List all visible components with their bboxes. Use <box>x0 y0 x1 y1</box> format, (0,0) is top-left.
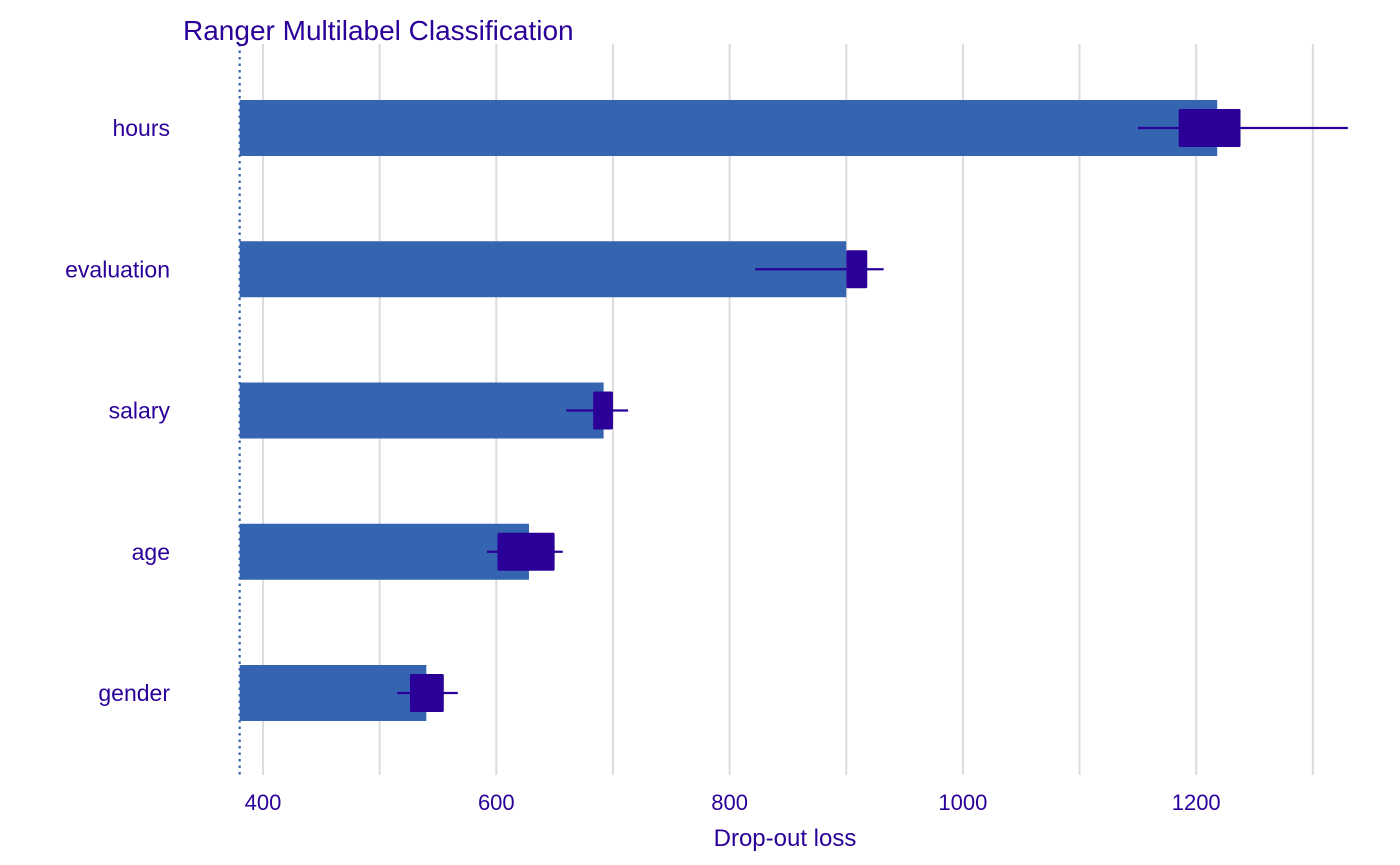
x-tick-label: 1200 <box>1172 790 1221 815</box>
box-hours <box>1178 109 1241 147</box>
bar-age <box>239 523 529 580</box>
box-age <box>497 532 555 571</box>
x-tick-labels: 400 600 800 1000 1200 <box>245 790 1221 815</box>
boxplots <box>397 109 1348 712</box>
x-tick-label: 600 <box>478 790 515 815</box>
x-tick-label: 800 <box>711 790 748 815</box>
category-label-gender: gender <box>98 680 170 706</box>
bar-evaluation <box>239 241 847 298</box>
bar-gender <box>239 665 427 721</box>
category-label-age: age <box>132 539 170 565</box>
box-evaluation <box>846 250 868 289</box>
box-gender <box>409 674 444 712</box>
x-axis-label: Drop-out loss <box>714 825 857 852</box>
bars <box>239 100 1218 721</box>
category-labels: hours evaluation salary age gender <box>65 115 170 706</box>
category-label-evaluation: evaluation <box>65 256 170 282</box>
x-tick-label: 1000 <box>938 790 987 815</box>
category-label-hours: hours <box>112 115 170 141</box>
category-label-salary: salary <box>109 398 171 424</box>
bar-hours <box>239 100 1218 156</box>
chart-title: Ranger Multilabel Classification <box>183 15 574 46</box>
box-salary <box>593 391 613 430</box>
x-tick-label: 400 <box>245 790 282 815</box>
bar-salary <box>239 382 604 439</box>
